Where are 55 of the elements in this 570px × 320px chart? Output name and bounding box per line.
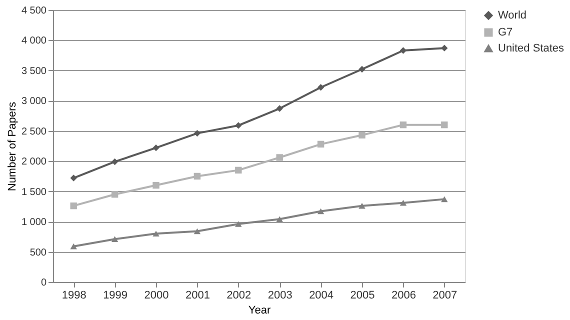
point (317, 84, 324, 91)
x-tick-label: 2005 (350, 290, 375, 302)
y-tick-label: 1 000 (21, 217, 47, 228)
x-tick-label: 2006 (391, 290, 416, 302)
point (400, 47, 407, 54)
x-tick-label: 1999 (103, 290, 128, 302)
x-tick-label: 2004 (309, 290, 334, 302)
x-tick-label: 2000 (144, 290, 169, 302)
legend-label: United States (498, 42, 565, 54)
point (194, 172, 201, 180)
y-tick-label: 3 500 (21, 66, 47, 77)
y-tick-label: 0 (40, 278, 47, 288)
y-tick-label: 4 500 (21, 6, 47, 16)
point (358, 66, 366, 73)
point (441, 44, 448, 52)
x-tick-label: 2002 (226, 290, 252, 302)
y-tick-label: 2 500 (21, 126, 47, 138)
point (70, 202, 77, 210)
y-tick-label: 1 500 (21, 186, 47, 198)
y-tick-label: 3 000 (21, 96, 47, 108)
point (235, 122, 242, 129)
point (400, 121, 407, 128)
point (152, 230, 160, 237)
y-axis-title: Number of Papers (6, 101, 18, 192)
point (70, 174, 77, 182)
point (152, 144, 160, 152)
y-tick-label: 500 (30, 247, 47, 258)
point (358, 202, 366, 209)
point (317, 208, 324, 214)
y-tick-label: 2 000 (21, 156, 47, 168)
point (317, 140, 324, 148)
x-tick-label: 2001 (185, 290, 210, 302)
point (276, 105, 283, 112)
point (194, 228, 201, 234)
point (358, 132, 366, 138)
point (152, 182, 160, 189)
x-tick-label: 2007 (432, 290, 458, 302)
point (111, 191, 118, 198)
point (276, 154, 283, 161)
point (400, 200, 407, 206)
point (111, 236, 118, 242)
x-tick-label: 1998 (62, 290, 86, 302)
point (194, 130, 201, 137)
legend-label: World (498, 10, 527, 22)
point (111, 158, 118, 166)
point (441, 196, 448, 202)
legend-label: G7 (498, 26, 513, 38)
x-axis-title: Year (248, 304, 271, 316)
point (70, 243, 77, 250)
point (235, 166, 242, 174)
y-tick-label: 4 000 (21, 36, 47, 47)
point (235, 221, 242, 227)
x-tick-label: 2003 (268, 290, 292, 302)
point (441, 121, 448, 128)
point (276, 216, 283, 222)
